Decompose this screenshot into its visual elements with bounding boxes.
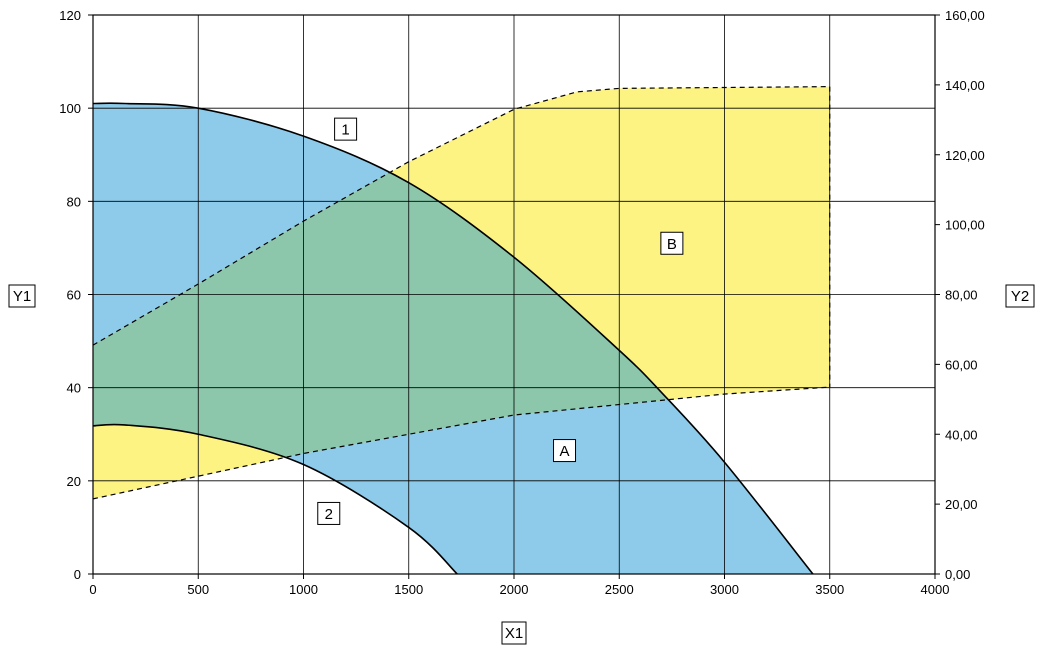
annotations: 1 2 A B — [317, 117, 684, 525]
plot-area — [92, 14, 936, 575]
envelope-b-lower-line — [92, 386, 830, 500]
y2-tick-label: 140,00 — [945, 78, 985, 93]
y2-axis-ticks: 0,00 20,00 40,00 60,00 80,00 100,00 120,00 140,… — [935, 8, 985, 582]
y-tick-label: 100 — [59, 101, 81, 116]
x-axis-label-box: X1 — [501, 621, 527, 645]
y2-tick-label: 20,00 — [945, 497, 978, 512]
annotation-label: 2 — [325, 506, 333, 523]
curve-1-line — [92, 102, 814, 575]
x-tick-label: 2500 — [605, 582, 634, 597]
annotation-label: A — [560, 443, 570, 460]
annotation-box — [334, 117, 358, 141]
y2-axis-label-box: Y2 — [1005, 284, 1035, 308]
y-axis-label-box: Y1 — [8, 284, 36, 308]
y2-tick-label: 120,00 — [945, 148, 985, 163]
x-tick-label: 4000 — [921, 582, 950, 597]
annotation-2: 2 — [317, 501, 341, 525]
y-tick-label: 40 — [67, 381, 81, 396]
x-tick-label: 0 — [89, 582, 96, 597]
y-axis-ticks: 0 20 40 60 80 100 120 — [59, 8, 93, 582]
annotation-a: A — [553, 439, 577, 463]
y-axis-label: Y1 — [13, 288, 31, 305]
annotation-label: 1 — [341, 122, 349, 139]
annotation-1: 1 — [334, 117, 358, 141]
curve-2-line — [92, 423, 458, 575]
y2-tick-label: 80,00 — [945, 288, 978, 303]
y-tick-label: 0 — [74, 567, 81, 582]
annotation-box — [553, 439, 577, 463]
y2-axis-label: Y2 — [1011, 288, 1029, 305]
x-tick-label: 2000 — [500, 582, 529, 597]
x-tick-label: 1000 — [289, 582, 318, 597]
y-tick-label: 120 — [59, 8, 81, 23]
x-axis-ticks: 0 500 1000 1500 2000 2500 3000 3500 4000 — [89, 574, 949, 597]
x-tick-label: 500 — [187, 582, 209, 597]
y-tick-label: 20 — [67, 474, 81, 489]
y-tick-label: 80 — [67, 194, 81, 209]
x-tick-label: 3500 — [815, 582, 844, 597]
y-tick-label: 60 — [67, 288, 81, 303]
annotation-label: B — [667, 236, 677, 253]
annotation-box — [660, 231, 684, 255]
envelope-b-upper-line — [92, 86, 830, 346]
annotation-b: B — [660, 231, 684, 255]
y2-tick-label: 160,00 — [945, 8, 985, 23]
annotation-box — [317, 501, 341, 525]
y2-tick-label: 60,00 — [945, 357, 978, 372]
y2-tick-label: 40,00 — [945, 427, 978, 442]
x-tick-label: 1500 — [394, 582, 423, 597]
y2-tick-label: 100,00 — [945, 218, 985, 233]
y2-tick-label: 0,00 — [945, 567, 970, 582]
x-tick-label: 3000 — [710, 582, 739, 597]
x-axis-label: X1 — [505, 625, 523, 642]
